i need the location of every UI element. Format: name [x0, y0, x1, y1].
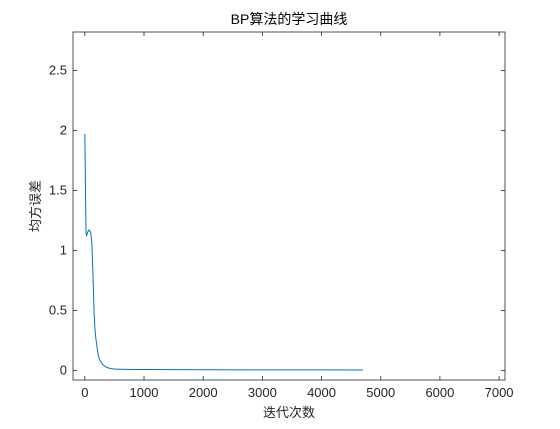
y-tick-label: 0.5: [49, 302, 67, 317]
y-tick-label: 2: [60, 122, 67, 137]
tick-marks: [73, 32, 505, 380]
x-axis-title: 迭代次数: [263, 405, 315, 421]
y-tick-label: 1.5: [49, 182, 67, 197]
x-tick-label: 4000: [307, 385, 336, 400]
x-tick-label: 0: [81, 385, 88, 400]
plot-frame: [72, 31, 506, 381]
y-tick-labels: 0 0.5 1 1.5 2 2.5: [49, 62, 67, 377]
y-tick-label: 2.5: [49, 62, 67, 77]
x-tick-labels: 0 1000 2000 3000 4000 5000 6000 7000: [81, 385, 513, 400]
y-axis-title: 均方误差: [28, 180, 44, 232]
series-line-mse: [84, 133, 363, 371]
x-tick-label: 3000: [248, 385, 277, 400]
plot-area-background: [73, 32, 505, 380]
y-tick-label: 0: [60, 362, 67, 377]
x-tick-label: 1000: [130, 385, 159, 400]
chart-title: BP算法的学习曲线: [231, 11, 348, 27]
y-tick-label: 1: [60, 242, 67, 257]
x-tick-label: 6000: [425, 385, 454, 400]
x-tick-label: 7000: [485, 385, 514, 400]
x-tick-label: 2000: [189, 385, 218, 400]
x-tick-label: 5000: [366, 385, 395, 400]
